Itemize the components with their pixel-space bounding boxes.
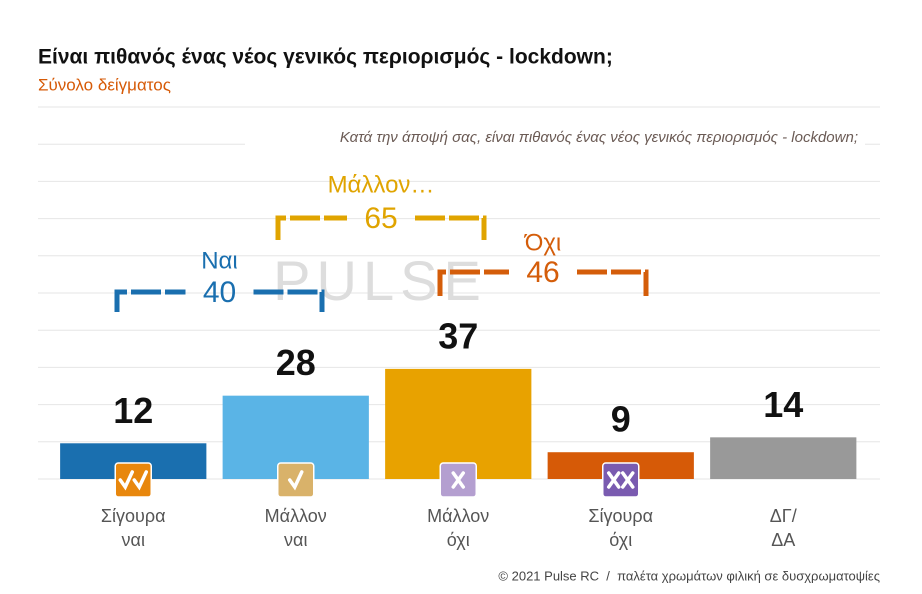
- group-value: 46: [526, 256, 559, 289]
- bar: [385, 368, 532, 479]
- x-tick-label: ΔΓ/ ΔΑ: [769, 506, 797, 550]
- icon-glyph: [118, 470, 134, 491]
- icon-box: [277, 462, 315, 498]
- value-label: 9: [611, 399, 631, 440]
- bar: [710, 437, 857, 479]
- annotation: Κατά την άποψή σας, είναι πιθανός ένας ν…: [340, 129, 858, 146]
- group-value: 65: [364, 202, 397, 235]
- group-bracket: [275, 215, 487, 240]
- x-tick-label: Μάλλον ναι: [264, 506, 327, 550]
- group-value: 40: [203, 276, 236, 309]
- group-bracket: [437, 269, 649, 296]
- value-label: 28: [276, 342, 316, 383]
- value-label: 37: [438, 315, 478, 356]
- annotation-bg: [245, 124, 865, 152]
- x-tick-label: Σίγουρα ναι: [100, 506, 166, 550]
- x-tick-label: Σίγουρα όχι: [588, 506, 654, 550]
- x-tick-label: Μάλλον όχι: [427, 506, 490, 550]
- value-label: 14: [763, 384, 803, 425]
- chart-subtitle: Σύνολο δείγματος: [38, 75, 171, 94]
- chart-title: Είναι πιθανός ένας νέος γενικός περιορισ…: [38, 46, 613, 69]
- icon-box: [602, 462, 640, 498]
- icon-glyph: [288, 470, 304, 491]
- value-label: 12: [113, 390, 153, 431]
- group-label: Μάλλον…: [328, 171, 435, 198]
- icon-glyph: [621, 471, 635, 489]
- icon-glyph: [451, 471, 465, 489]
- watermark: PULSE: [273, 249, 487, 312]
- icon-glyph: [607, 471, 621, 489]
- icon-glyph: [132, 470, 148, 491]
- footer: © 2021 Pulse RC / παλέτα χρωμάτων φιλική…: [498, 568, 880, 583]
- group-bracket: [114, 289, 325, 312]
- group-label: Ναι: [201, 247, 238, 274]
- group-label: Όχι: [524, 229, 562, 256]
